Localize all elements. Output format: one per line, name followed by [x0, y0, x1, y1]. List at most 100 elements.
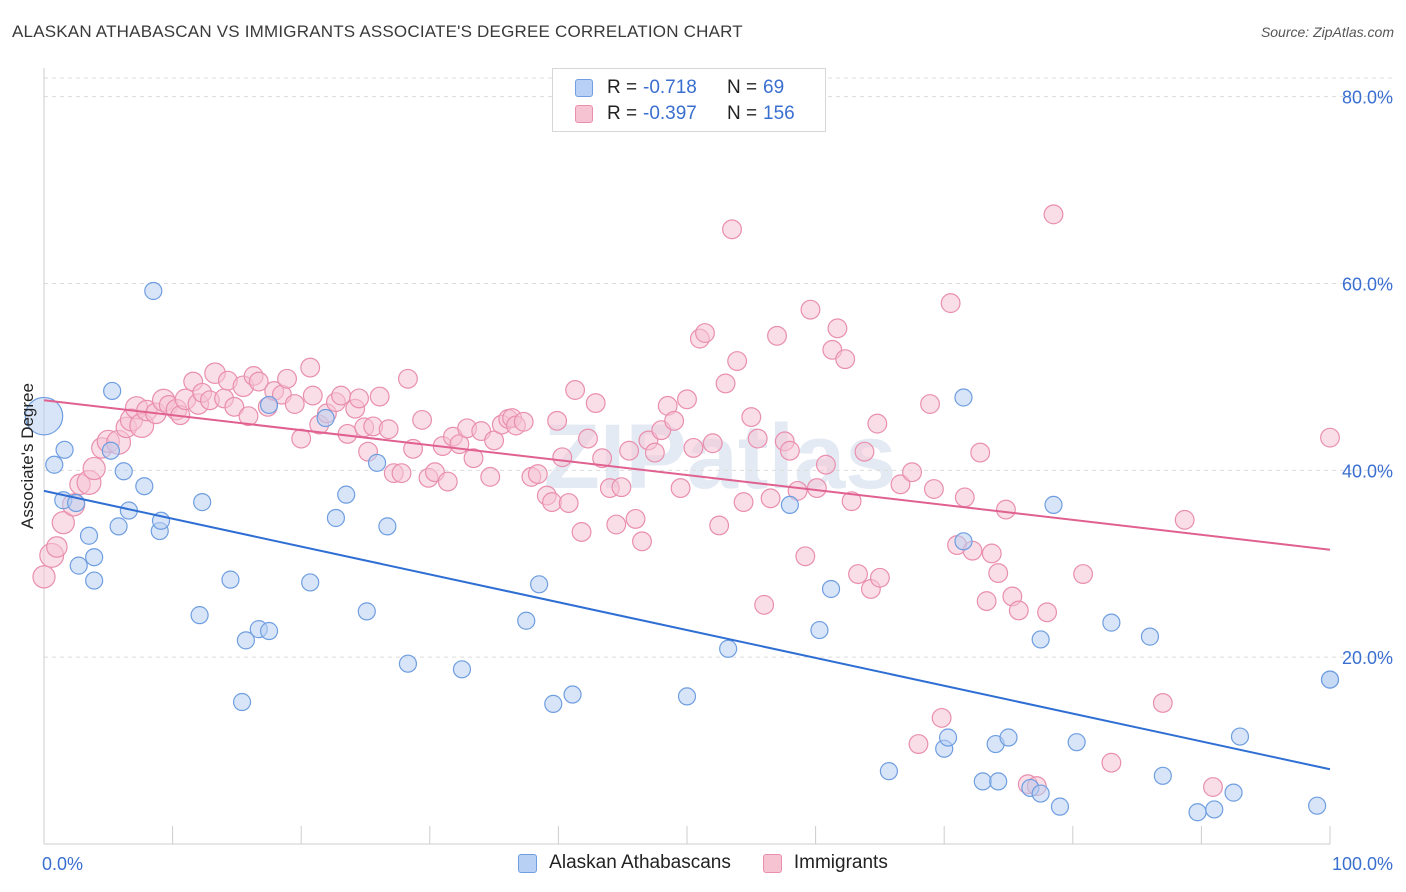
alaskan-athabascans-point — [316, 408, 335, 428]
immigrants-point — [625, 508, 646, 529]
immigrants-point — [437, 471, 458, 492]
immigrants-point — [369, 386, 390, 407]
alaskan-athabascans-point — [1031, 784, 1050, 803]
immigrants-point — [331, 385, 352, 406]
alaskan-athabascans-point — [114, 462, 133, 481]
x-tick-label: 100.0% — [1332, 854, 1393, 874]
n-label: N = — [727, 77, 758, 98]
alaskan-athabascans-point — [1050, 797, 1070, 816]
immigrants-point — [902, 462, 923, 483]
immigrants-point — [695, 323, 715, 343]
immigrants-point — [677, 389, 697, 410]
alaskan-athabascans-point — [232, 692, 252, 712]
immigrants-point — [1320, 427, 1340, 448]
immigrants-point — [412, 409, 433, 430]
immigrants-point — [571, 522, 592, 542]
alaskan-athabascans-point — [259, 395, 279, 415]
immigrants-point — [558, 493, 579, 513]
alaskan-athabascans-point — [1320, 670, 1340, 689]
legend-swatch-pink — [575, 105, 593, 123]
immigrants-point — [1101, 752, 1122, 773]
trend-lines — [43, 399, 1331, 771]
immigrants-point — [835, 349, 856, 370]
alaskan-athabascans-point — [378, 517, 397, 536]
n-label: N = — [727, 103, 758, 124]
alaskan-athabascans-point — [1205, 800, 1224, 819]
immigrants-point — [702, 433, 723, 454]
immigrants-point — [754, 594, 775, 615]
alaskan-athabascans-point — [989, 772, 1008, 791]
alaskan-athabascans-point — [563, 685, 582, 704]
immigrants-point — [976, 591, 997, 612]
legend-item-immigrants[interactable]: Immigrants — [762, 852, 888, 874]
immigrants-point — [300, 357, 321, 378]
immigrants-point — [727, 351, 748, 371]
immigrants-point — [664, 410, 685, 431]
immigrants-point — [463, 448, 484, 469]
n-value: 156 — [763, 103, 795, 124]
legend-swatch-blue — [575, 79, 593, 97]
immigrants-point — [284, 394, 305, 414]
immigrants-point — [606, 514, 627, 535]
immigrants-point — [848, 564, 868, 584]
alaskan-athabascans-point — [79, 526, 99, 545]
immigrants-point — [970, 442, 991, 463]
alaskan-athabascans-point — [85, 571, 104, 590]
immigrants-point — [224, 396, 245, 417]
immigrants-point — [349, 388, 370, 409]
alaskan-athabascans-point — [544, 694, 563, 713]
r-value: -0.718 — [643, 77, 697, 98]
immigrants-point — [709, 515, 730, 536]
alaskan-athabascans-point — [1102, 613, 1121, 632]
alaskan-athabascans-point — [1308, 796, 1327, 815]
immigrants-point — [827, 318, 848, 339]
immigrants-point — [32, 565, 56, 589]
immigrants-point — [908, 734, 929, 754]
alaskan-athabascans-point — [1044, 495, 1063, 515]
immigrants-point — [611, 477, 632, 498]
immigrants-point — [565, 380, 586, 400]
legend-swatch-blue — [518, 853, 538, 873]
immigrants-point — [940, 293, 961, 314]
series-legend: Alaskan Athabascans Immigrants — [0, 852, 1406, 874]
immigrants-point — [644, 442, 665, 463]
legend-swatch-pink — [762, 853, 782, 873]
alaskan-athabascans-point — [193, 493, 212, 512]
alaskan-athabascans-point — [101, 441, 120, 460]
alaskan-athabascans-point — [780, 495, 799, 515]
alaskan-athabascans-point — [337, 485, 356, 504]
alaskan-athabascans-point — [144, 281, 163, 301]
alaskan-athabascans-point — [236, 631, 256, 650]
alaskan-athabascans-point — [103, 381, 122, 401]
immigrants-point — [923, 479, 944, 499]
immigrants-point — [585, 393, 606, 414]
immigrants-point — [779, 440, 800, 461]
alaskan-athabascans-point — [135, 477, 154, 496]
alaskan-athabascans-point — [357, 602, 376, 621]
immigrants-point — [291, 428, 312, 449]
alaskan-athabascans-point — [954, 388, 973, 407]
alaskan-athabascans-point — [810, 620, 829, 640]
alaskan-athabascans-point — [938, 728, 958, 747]
stats-row-immigrants: R = -0.397 N = 156 — [575, 102, 795, 126]
alaskan-athabascans-point — [259, 621, 279, 641]
immigrants-point — [378, 419, 399, 440]
alaskan-athabascans-point — [45, 455, 64, 474]
immigrants-point — [931, 707, 952, 728]
alaskan-athabascans-point — [398, 654, 418, 673]
immigrants-point — [592, 448, 613, 469]
alaskan-athabascans-trend-line — [43, 489, 1331, 771]
immigrants-point — [391, 463, 412, 484]
n-value: 69 — [763, 77, 785, 98]
immigrants-point — [867, 413, 888, 434]
immigrants-point — [632, 531, 652, 552]
legend-item-alaskan[interactable]: Alaskan Athabascans — [518, 852, 731, 874]
immigrants-point — [1203, 777, 1223, 797]
alaskan-athabascans-point — [55, 440, 74, 459]
immigrants-point — [995, 499, 1016, 520]
immigrants-point — [683, 437, 704, 458]
immigrants-point — [484, 430, 505, 451]
alaskan-athabascans-point — [999, 728, 1018, 747]
immigrants-point — [277, 368, 298, 389]
